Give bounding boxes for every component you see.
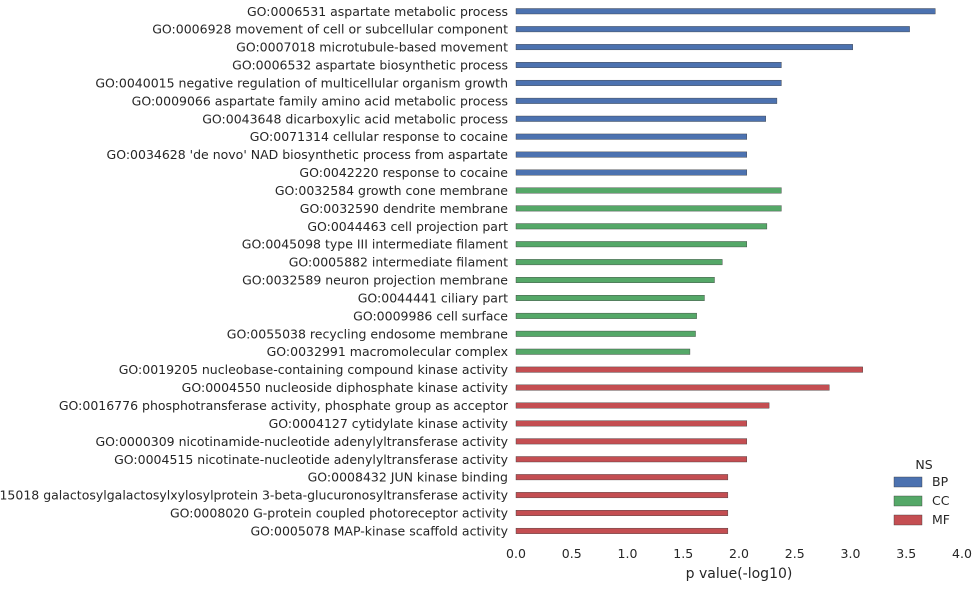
bar-mf-28: [515, 510, 729, 516]
category-label: GO:0006532 aspartate biosynthetic proces…: [232, 58, 508, 73]
x-tick-label: 1.0: [618, 546, 638, 561]
bar-bp-4: [515, 79, 782, 86]
category-label: GO:0006928 movement of cell or subcellul…: [152, 22, 508, 37]
category-label: GO:0016776 phosphotransferase activity, …: [59, 398, 509, 413]
bar-cc-14: [515, 259, 723, 266]
legend-label-mf: MF: [932, 512, 950, 527]
bar-cc-18: [515, 330, 696, 337]
x-tick-label: 3.5: [896, 546, 916, 561]
category-label: GO:0045098 type III intermediate filamen…: [242, 237, 508, 252]
bar-bp-2: [515, 44, 853, 51]
legend-swatch-cc: [893, 495, 923, 507]
bar-mf-23: [515, 420, 748, 427]
category-label: GO:0005882 intermediate filament: [289, 255, 508, 270]
category-label: GO:0032584 growth cone membrane: [275, 183, 508, 198]
bar-mf-22: [515, 402, 770, 409]
bar-cc-11: [515, 205, 782, 212]
category-label: GO:0043648 dicarboxylic acid metabolic p…: [202, 111, 508, 126]
x-tick-label: 0.5: [562, 546, 582, 561]
x-tick-label: 2.0: [729, 546, 749, 561]
category-label: GO:0032589 neuron projection membrane: [242, 273, 508, 288]
x-tick-label: 3.0: [841, 546, 861, 561]
bar-bp-0: [515, 8, 936, 15]
category-label: GO:0044441 ciliary part: [358, 290, 508, 305]
legend-swatch-bp: [893, 476, 923, 488]
category-labels: GO:0006531 aspartate metabolic process GO…: [0, 4, 509, 539]
bars-layer: [515, 8, 936, 534]
bar-bp-1: [515, 26, 910, 33]
bar-mf-27: [515, 492, 729, 499]
bar-cc-19: [515, 348, 691, 355]
category-label: GO:0071314 cellular response to cocaine: [250, 129, 509, 144]
bar-mf-20: [515, 366, 863, 373]
x-tick-label: 2.5: [785, 546, 805, 561]
x-tick-label: 0.0: [506, 546, 526, 561]
legend: NS BP CC MF: [893, 457, 950, 527]
bar-mf-29: [515, 527, 729, 534]
bar-mf-21: [515, 384, 830, 391]
x-tick-label: 1.5: [673, 546, 693, 561]
bar-bp-3: [515, 62, 782, 68]
bar-bp-5: [515, 97, 778, 104]
category-label: GO:0034628 'de novo' NAD biosynthetic pr…: [107, 147, 509, 162]
category-label: GO:0005078 MAP-kinase scaffold activity: [250, 523, 508, 538]
bar-mf-24: [515, 438, 748, 445]
category-label: GO:0008020 G-protein coupled photorecept…: [170, 506, 509, 521]
category-label: GO:0055038 recycling endosome membrane: [227, 326, 509, 341]
bar-cc-17: [515, 312, 697, 319]
category-label: GO:0007018 microtubule-based movement: [236, 40, 508, 55]
category-label: GO:0009066 aspartate family amino acid m…: [132, 93, 508, 108]
category-label: GO:0040015 negative regulation of multic…: [95, 75, 508, 90]
category-label: GO:0019205 nucleobase-containing compoun…: [119, 362, 509, 377]
category-label: GO:0042220 response to cocaine: [299, 165, 508, 180]
category-label: GO:0032991 macromolecular complex: [267, 344, 508, 359]
category-label: GO:0008432 JUN kinase binding: [308, 470, 508, 485]
category-label: GO:0015018 galactosylgalactosylxylosylpr…: [0, 488, 509, 503]
legend-label-bp: BP: [932, 474, 949, 489]
bar-bp-7: [515, 133, 748, 140]
legend-title: NS: [915, 457, 932, 472]
category-label: GO:0009986 cell surface: [353, 308, 508, 323]
bar-bp-8: [515, 151, 748, 158]
category-label: GO:0044463 cell projection part: [307, 219, 508, 234]
bar-cc-16: [515, 295, 705, 301]
category-label: GO:0004550 nucleoside diphosphate kinase…: [182, 380, 509, 395]
category-label: GO:0004127 cytidylate kinase activity: [269, 416, 509, 431]
bar-mf-25: [515, 456, 748, 463]
category-label: GO:0000309 nicotinamide-nucleotide adeny…: [95, 434, 508, 449]
legend-swatch-mf: [893, 514, 923, 526]
bar-mf-26: [515, 474, 729, 481]
x-tick-label: 4.0: [952, 546, 972, 561]
x-axis-label: p value(-log10): [686, 566, 793, 582]
category-label: GO:0004515 nicotinate-nucleotide adenyly…: [114, 452, 508, 467]
bar-bp-9: [515, 169, 748, 176]
x-axis-ticks: 0.0 0.5 1.0 1.5 2.0 2.5 3.0 3.5 4.0: [506, 546, 972, 561]
bar-bp-6: [515, 115, 766, 122]
bar-cc-15: [515, 277, 715, 283]
bar-cc-10: [515, 187, 782, 194]
bar-cc-13: [515, 241, 748, 248]
bar-cc-12: [515, 223, 768, 230]
category-label: GO:0006531 aspartate metabolic process: [247, 4, 508, 19]
legend-label-cc: CC: [932, 493, 950, 508]
category-label: GO:0032590 dendrite membrane: [300, 201, 509, 216]
